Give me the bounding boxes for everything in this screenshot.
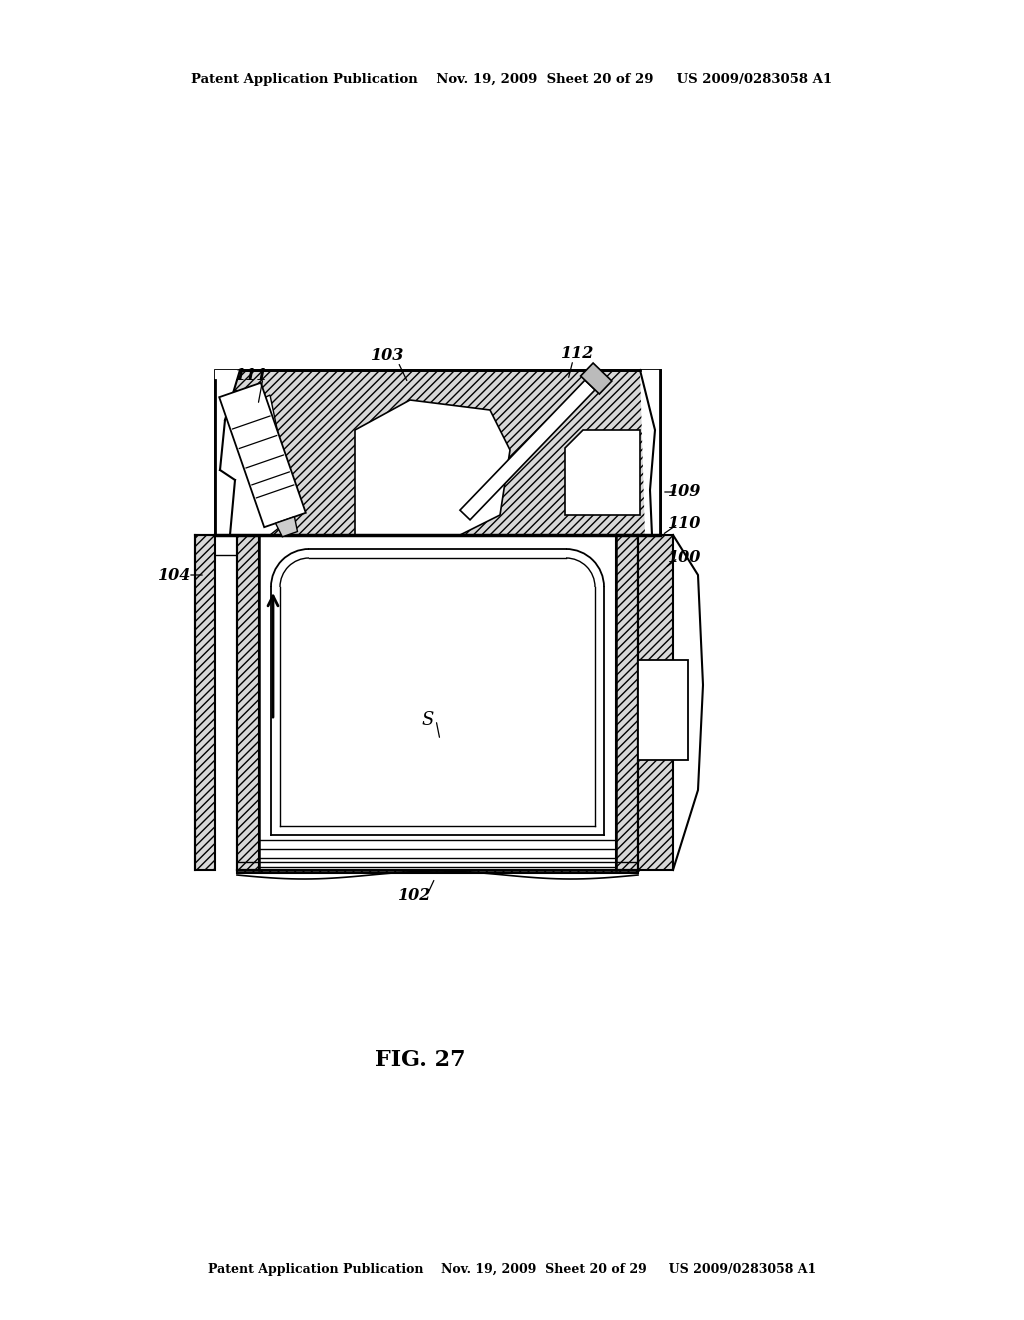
Polygon shape (638, 535, 673, 870)
Text: Patent Application Publication    Nov. 19, 2009  Sheet 20 of 29     US 2009/0283: Patent Application Publication Nov. 19, … (208, 1263, 816, 1276)
Polygon shape (195, 535, 215, 870)
Text: FIG. 27: FIG. 27 (375, 1049, 465, 1071)
Text: 102: 102 (398, 887, 432, 903)
Polygon shape (640, 370, 660, 535)
Polygon shape (355, 400, 510, 535)
Polygon shape (237, 535, 259, 870)
Text: Patent Application Publication    Nov. 19, 2009  Sheet 20 of 29     US 2009/0283: Patent Application Publication Nov. 19, … (191, 74, 833, 87)
Polygon shape (460, 380, 595, 520)
Text: 100: 100 (669, 549, 701, 566)
Text: 112: 112 (561, 345, 595, 362)
Text: 104: 104 (159, 566, 191, 583)
Text: 103: 103 (372, 347, 404, 364)
Polygon shape (275, 516, 297, 537)
Polygon shape (220, 389, 270, 520)
Polygon shape (616, 535, 638, 870)
Polygon shape (219, 383, 306, 527)
Text: 110: 110 (669, 516, 701, 532)
Polygon shape (638, 660, 688, 760)
Text: 111: 111 (236, 367, 268, 384)
Polygon shape (215, 370, 240, 535)
Text: S: S (422, 711, 434, 729)
Polygon shape (237, 870, 638, 873)
Polygon shape (565, 430, 640, 515)
Polygon shape (215, 370, 660, 535)
Polygon shape (581, 363, 612, 393)
Polygon shape (259, 535, 616, 870)
Polygon shape (220, 395, 295, 535)
Text: 109: 109 (669, 483, 701, 500)
